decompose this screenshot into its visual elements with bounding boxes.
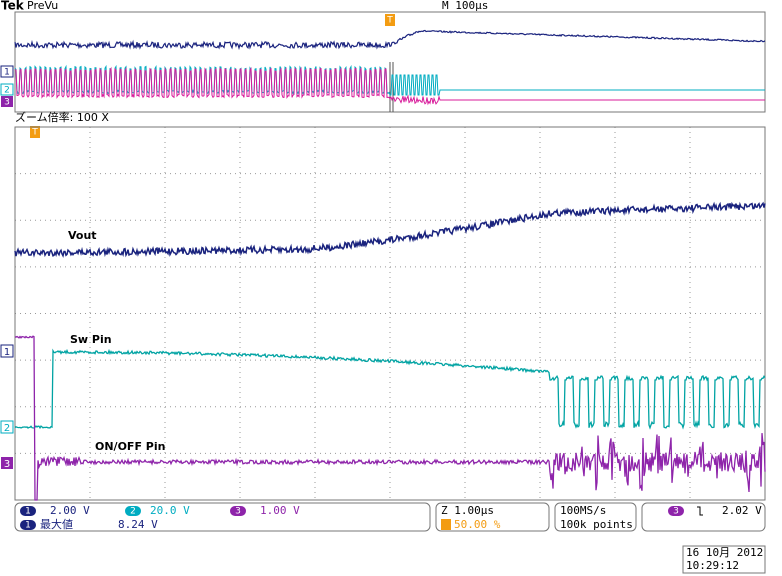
trigger-slope-icon <box>697 506 703 516</box>
measure-badge-text: 1 <box>25 521 31 531</box>
trace-label: ON/OFF Pin <box>95 440 165 453</box>
trigger-marker <box>385 14 395 26</box>
overview-sw <box>14 64 765 96</box>
horizontal-readout-box <box>435 502 550 532</box>
brand: Tek <box>1 0 25 13</box>
ch3-marker-text: 3 <box>4 459 10 470</box>
ch2-marker <box>0 420 14 434</box>
mode: PreVu <box>27 0 58 12</box>
ch1-badge <box>20 506 36 516</box>
ch3-marker <box>1 457 13 469</box>
ch3-marker <box>1 96 13 107</box>
timestamp-date: 16 10月 2012 <box>686 546 763 559</box>
trigger-badge <box>668 506 684 516</box>
ch3-marker-text: 3 <box>4 98 10 108</box>
ch3-badge-text: 3 <box>235 507 241 517</box>
ch3-badge <box>230 506 246 516</box>
measure-value: 8.24 V <box>118 518 158 531</box>
ch1-marker-text: 1 <box>4 347 10 358</box>
ch1-marker <box>0 344 14 358</box>
onoff-trace <box>14 335 766 501</box>
overview-onoff <box>14 66 765 106</box>
ch1-marker-text: 1 <box>4 68 10 78</box>
graticule <box>15 127 765 500</box>
ch2-badge-text: 2 <box>130 507 136 517</box>
sample-rate: 100MS/s <box>560 504 606 517</box>
main-frame <box>14 126 766 501</box>
trigger-position: 50.00 % <box>454 518 501 531</box>
channel-markers: 1 2 3 1 2 3 <box>0 65 14 470</box>
zoom-label: ズーム倍率: 100 X <box>15 110 109 124</box>
ch2-badge <box>125 506 141 516</box>
trigger-badge-text: 3 <box>673 507 679 517</box>
measure-name: 最大値 <box>40 517 73 531</box>
trigger-marker <box>30 126 40 138</box>
vout-trace <box>14 201 766 258</box>
acquisition-readout-box <box>554 502 637 532</box>
trigger-pos-icon <box>441 519 451 530</box>
record-length: 100k points <box>560 518 633 531</box>
timestamp-box <box>682 545 766 574</box>
ch2-marker-text: 2 <box>4 423 10 434</box>
trace-label: Sw Pin <box>70 333 112 346</box>
trigger-level: 2.02 V <box>722 504 762 517</box>
sw-trace <box>14 348 766 430</box>
timebase: M 100µs <box>442 0 488 12</box>
trace-label: Vout <box>68 229 97 242</box>
ch2-marker-text: 2 <box>4 86 10 96</box>
ch1-badge-text: 1 <box>25 507 31 517</box>
zoom-time: Z 1.00µs <box>441 504 494 517</box>
ch1-scale: 2.00 V <box>50 504 90 517</box>
waveforms <box>14 29 766 501</box>
overview-vout <box>14 29 766 51</box>
ch2-marker <box>0 83 14 96</box>
trigger-marker-text: T <box>386 16 393 26</box>
ch1-marker <box>0 65 14 78</box>
ch3-scale: 1.00 V <box>260 504 300 517</box>
channel-readout-box <box>14 502 431 532</box>
trigger-marker-text: T <box>31 128 38 138</box>
timestamp-time: 10:29:12 <box>686 559 739 572</box>
measure-badge <box>20 520 36 530</box>
ch2-scale: 20.0 V <box>150 504 190 517</box>
